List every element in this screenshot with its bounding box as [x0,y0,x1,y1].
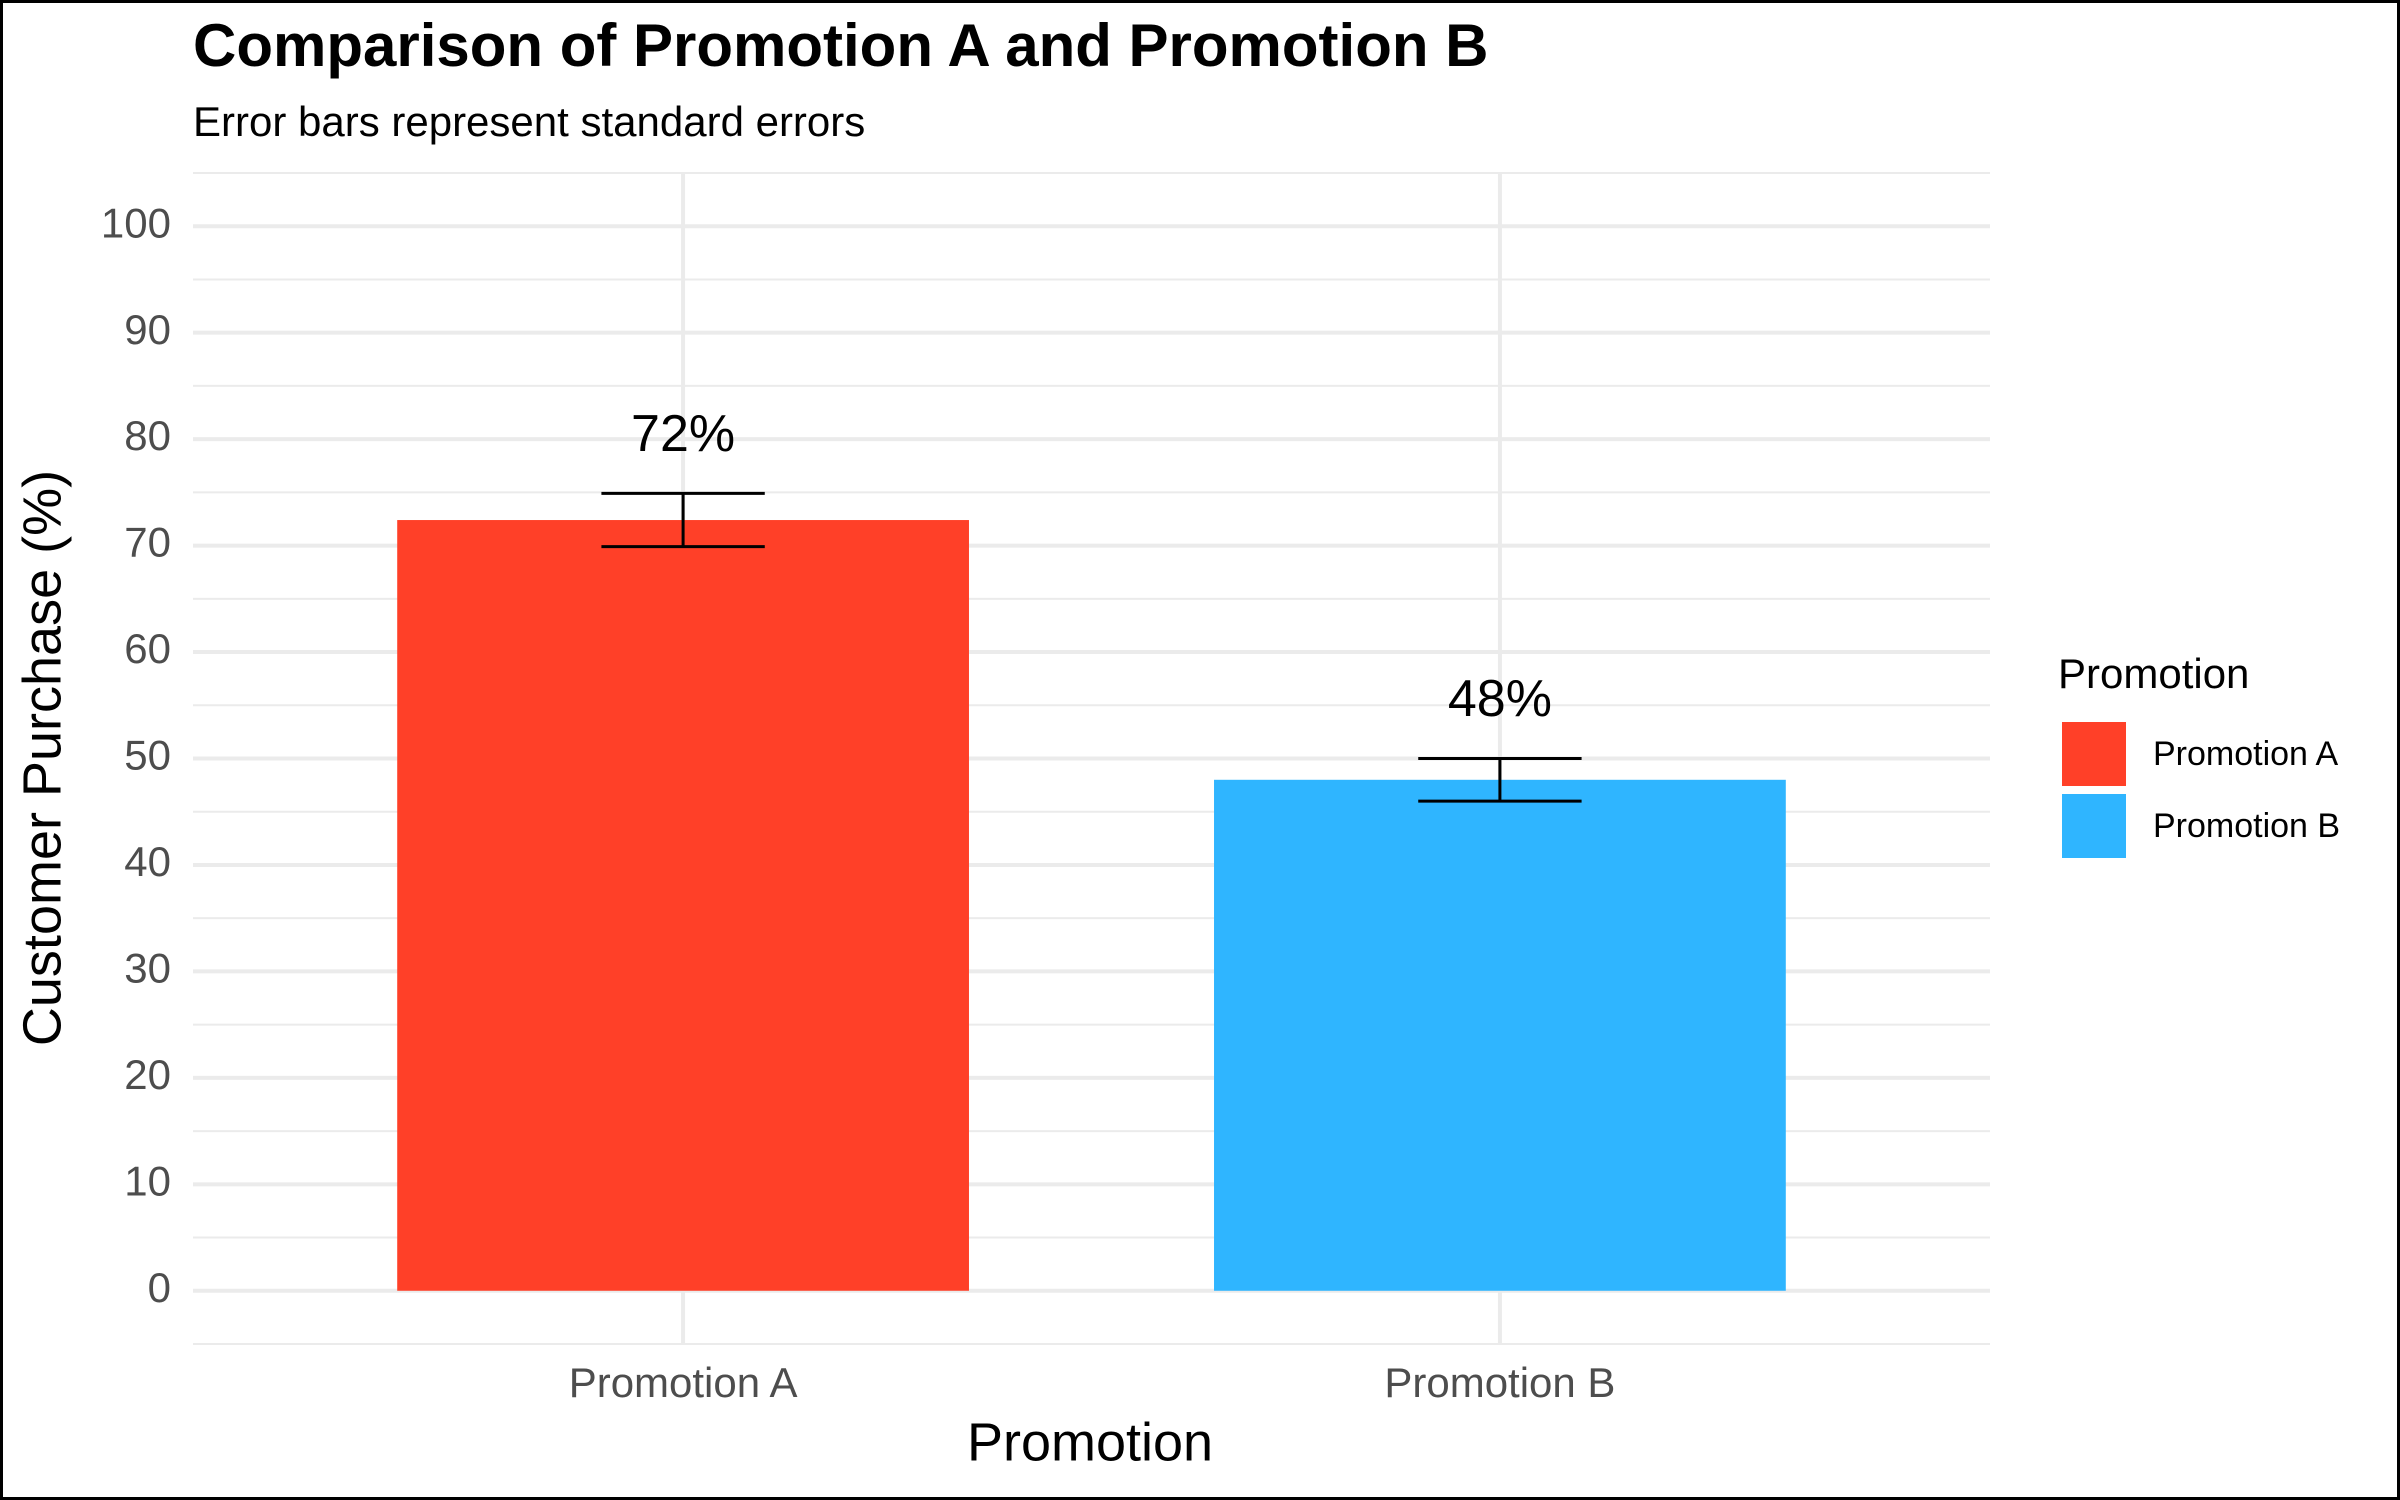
y-tick-label: 10 [124,1157,171,1204]
y-tick-label: 40 [124,838,171,885]
y-axis-title: Customer Purchase (%) [12,470,72,1046]
x-tick-label: Promotion B [1384,1359,1615,1406]
y-tick-label: 30 [124,945,171,992]
bar [1214,779,1786,1291]
y-tick-label: 100 [101,199,171,246]
error-bar [1418,757,1582,803]
bar [397,520,969,1291]
legend-title: Promotion [2058,650,2249,697]
x-axis-title: Promotion [967,1412,1213,1472]
x-tick-label: Promotion A [569,1359,798,1406]
legend-label: Promotion B [2153,807,2340,845]
value-label: 72% [631,405,735,463]
legend-label: Promotion A [2153,735,2339,773]
y-tick-label: 20 [124,1051,171,1098]
legend-key [2062,794,2126,858]
value-label: 48% [1448,670,1552,728]
y-tick-label: 60 [124,625,171,672]
y-tick-label: 90 [124,306,171,353]
legend-key [2062,722,2126,786]
y-tick-label: 80 [124,412,171,459]
y-tick-label: 70 [124,519,171,566]
y-tick-label: 50 [124,732,171,779]
chart-title: Comparison of Promotion A and Promotion … [193,12,1489,79]
chart-subtitle: Error bars represent standard errors [193,98,865,145]
y-tick-label: 0 [148,1264,171,1311]
error-bar [601,491,765,549]
